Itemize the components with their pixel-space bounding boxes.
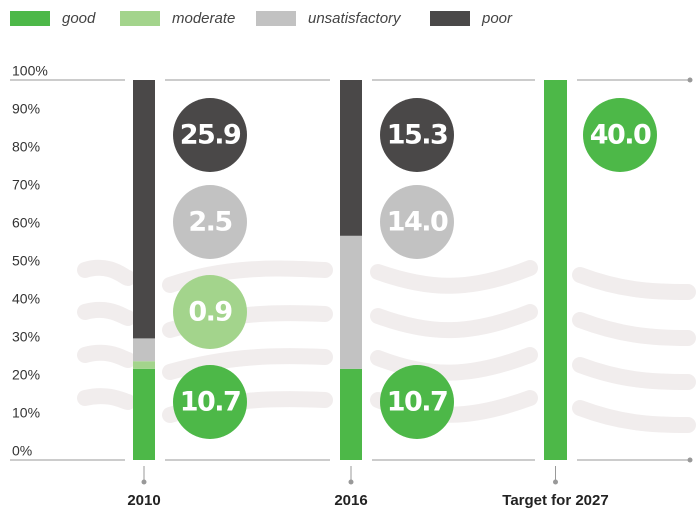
y-tick-label: 10%	[12, 405, 40, 421]
value-label: 40.0	[590, 120, 651, 151]
y-tick-label: 60%	[12, 215, 40, 231]
y-tick-label: 80%	[12, 139, 40, 155]
legend-label: good	[62, 10, 96, 27]
bar-segment	[340, 369, 362, 460]
bar-segment	[133, 369, 155, 460]
bar-segment	[133, 361, 155, 369]
y-tick-label: 90%	[12, 101, 40, 117]
axis-end	[688, 458, 693, 463]
value-label: 25.9	[180, 120, 241, 151]
category-dot	[349, 480, 354, 485]
x-tick-label: 2010	[127, 492, 160, 509]
category-dot	[553, 480, 558, 485]
legend-label: unsatisfactory	[308, 10, 402, 27]
bar-segment	[133, 80, 155, 338]
legend-swatch	[120, 11, 160, 26]
legend-label: moderate	[172, 10, 235, 27]
bar-segment	[340, 236, 362, 369]
category-dot	[142, 480, 147, 485]
value-label: 0.9	[188, 297, 232, 328]
y-tick-label: 30%	[12, 329, 40, 345]
x-tick-label: 2016	[334, 492, 367, 509]
y-tick-label: 20%	[12, 367, 40, 383]
bar-segment	[544, 80, 567, 460]
value-label: 15.3	[387, 120, 448, 151]
axis-end	[688, 78, 693, 83]
bar-segment	[340, 80, 362, 236]
value-label: 14.0	[387, 207, 448, 238]
legend-label: poor	[481, 10, 513, 27]
y-tick-label: 50%	[12, 253, 40, 269]
legend-swatch	[430, 11, 470, 26]
value-label: 2.5	[188, 207, 231, 238]
bar-segment	[133, 338, 155, 361]
y-tick-label: 100%	[12, 63, 48, 79]
y-tick-label: 40%	[12, 291, 40, 307]
legend-swatch	[256, 11, 296, 26]
x-tick-label: Target for 2027	[502, 492, 608, 509]
y-tick-label: 70%	[12, 177, 40, 193]
chart: good moderate unsatisfactory poor 0% 10% 20% 30…	[0, 0, 698, 511]
y-tick-label: 0%	[12, 443, 32, 459]
value-label: 10.7	[387, 387, 448, 418]
legend-swatch	[10, 11, 50, 26]
value-label: 10.7	[180, 387, 241, 418]
